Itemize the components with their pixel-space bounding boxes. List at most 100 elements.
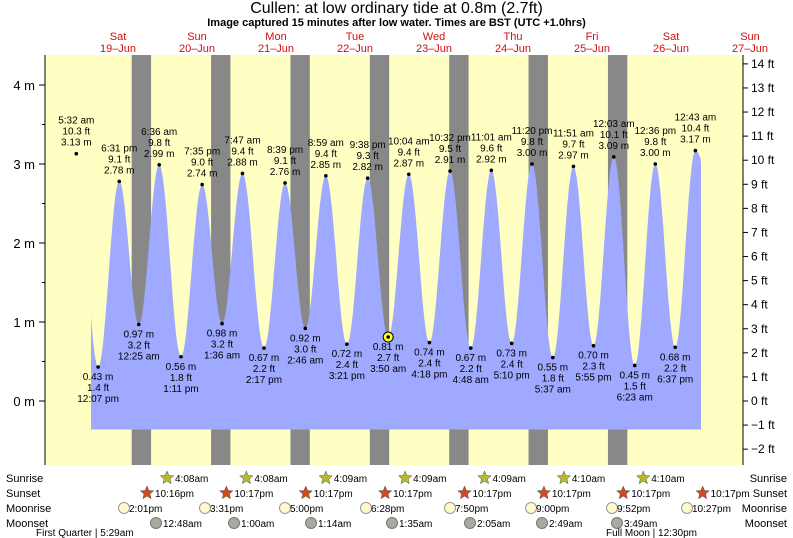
moonset-time: 2:49am	[549, 519, 582, 530]
right-tick-label: 13 ft	[751, 81, 775, 95]
tide-time-label: 12:07 pm	[77, 394, 119, 405]
tide-m-label: 0.45 m	[619, 370, 650, 381]
day-date-label: 26–Jun	[653, 43, 689, 55]
sunset-time: 10:17pm	[314, 489, 353, 500]
tide-point	[179, 354, 183, 359]
tide-ft-label: 1.5 ft	[624, 381, 646, 392]
tide-time-label: 3:21 pm	[329, 371, 365, 382]
day-date-label: 21–Jun	[258, 43, 294, 55]
tide-m-label: 2.87 m	[394, 158, 425, 169]
tide-time-label: 10:04 am	[388, 136, 430, 147]
tide-ft-label: 2.2 ft	[664, 363, 686, 374]
tide-time-label: 7:35 pm	[184, 147, 220, 158]
tide-ft-label: 10.3 ft	[62, 127, 90, 138]
right-tick-label: 5 ft	[751, 274, 768, 288]
tide-point	[283, 181, 287, 185]
sunrise-icon	[397, 470, 413, 485]
row-label-left: Sunset	[6, 488, 40, 500]
moonrise-icon	[444, 502, 456, 514]
tide-point	[551, 355, 555, 360]
tide-point	[303, 326, 308, 331]
tide-m-label: 2.82 m	[352, 162, 383, 173]
tide-point	[200, 182, 204, 187]
tide-ft-label: 10.1 ft	[600, 130, 628, 141]
tide-m-label: 2.76 m	[270, 167, 301, 178]
tide-time-label: 11:20 pm	[512, 126, 553, 137]
tide-ft-label: 2.7 ft	[377, 353, 399, 364]
tide-time-label: 12:43 am	[675, 113, 717, 124]
moonrise-time: 6:28pm	[371, 504, 404, 515]
left-tick-label: 1 m	[13, 315, 35, 330]
tide-m-label: 2.97 m	[558, 150, 589, 161]
sunset-icon	[695, 485, 710, 500]
moonset-time: 1:35am	[399, 519, 432, 530]
tide-point	[220, 321, 224, 326]
pre-data-margin	[45, 55, 91, 465]
tide-m-label: 0.74 m	[414, 348, 445, 359]
tide-point	[157, 162, 162, 167]
tide-m-label: 0.56 m	[166, 362, 197, 373]
row-label-left: Sunrise	[6, 473, 43, 485]
sunrise-icon	[239, 470, 254, 485]
right-tick-label: 9 ft	[751, 177, 768, 191]
tide-time-label: 1:36 am	[204, 351, 240, 362]
moonrise-icon	[606, 502, 618, 514]
tide-time-label: 6:31 pm	[101, 143, 137, 154]
right-tick-label: −2 ft	[751, 442, 775, 456]
left-tick-label: 2 m	[13, 236, 35, 251]
tide-ft-label: 3.0 ft	[294, 344, 316, 355]
tide-point	[365, 176, 370, 181]
tide-ft-label: 3.2 ft	[211, 340, 233, 351]
tide-point	[489, 168, 494, 173]
row-label-left: Moonrise	[6, 503, 51, 515]
moonset-time: 1:14am	[318, 519, 351, 530]
sunset-time: 10:17pm	[473, 489, 512, 500]
tide-ft-label: 10.4 ft	[681, 124, 709, 135]
tide-point	[591, 343, 596, 348]
tide-m-label: 0.43 m	[83, 372, 114, 383]
tide-time-label: 6:23 am	[617, 392, 653, 403]
tide-ft-label: 9.8 ft	[521, 137, 543, 148]
sunset-time: 10:17pm	[711, 489, 750, 500]
moonrise-icon	[199, 502, 211, 514]
sunset-icon	[219, 485, 234, 500]
tide-area	[45, 150, 701, 430]
tide-point	[611, 155, 616, 159]
sunrise-time: 4:09am	[334, 474, 367, 485]
tide-m-label: 2.78 m	[104, 165, 135, 176]
tide-point	[240, 171, 245, 176]
tide-m-label: 2.92 m	[476, 154, 507, 165]
row-label-right: Sunrise	[750, 473, 787, 485]
tide-m-label: 0.81 m	[373, 342, 404, 353]
tide-ft-label: 9.3 ft	[357, 151, 379, 162]
sunrise-time: 4:10am	[651, 474, 684, 485]
left-tick-label: 0 m	[13, 394, 35, 409]
left-tick-label: 3 m	[13, 157, 35, 172]
tide-m-label: 0.97 m	[123, 329, 154, 340]
tide-ft-label: 9.1 ft	[108, 154, 130, 165]
tide-time-label: 5:10 pm	[494, 370, 530, 381]
sunrise-icon	[556, 470, 572, 485]
tide-ft-label: 9.8 ft	[644, 137, 666, 148]
tide-time-label: 1:11 pm	[163, 384, 198, 395]
tide-time-label: 5:32 am	[58, 116, 94, 127]
moon-phase-label: First Quarter | 5:29am	[36, 528, 134, 538]
right-tick-label: 6 ft	[751, 250, 768, 264]
tide-m-label: 2.85 m	[311, 160, 342, 171]
left-tick-label: 4 m	[13, 78, 35, 93]
day-name-label: Sat	[663, 31, 680, 43]
tide-m-label: 0.67 m	[455, 353, 486, 364]
day-date-label: 20–Jun	[179, 43, 215, 55]
tide-ft-label: 9.8 ft	[148, 138, 170, 149]
day-name-label: Thu	[504, 31, 523, 43]
tide-ft-label: 9.6 ft	[480, 143, 502, 154]
moonrise-icon	[279, 502, 291, 514]
chart-subtitle: Image captured 15 minutes after low wate…	[207, 17, 586, 29]
day-name-label: Wed	[423, 31, 445, 43]
moonset-icon	[611, 517, 623, 529]
tide-m-label: 3.00 m	[517, 148, 548, 159]
tide-m-label: 0.68 m	[660, 352, 691, 363]
moonrise-time: 5:00pm	[290, 504, 323, 515]
tide-point	[530, 162, 534, 166]
tide-m-label: 2.99 m	[144, 149, 175, 160]
